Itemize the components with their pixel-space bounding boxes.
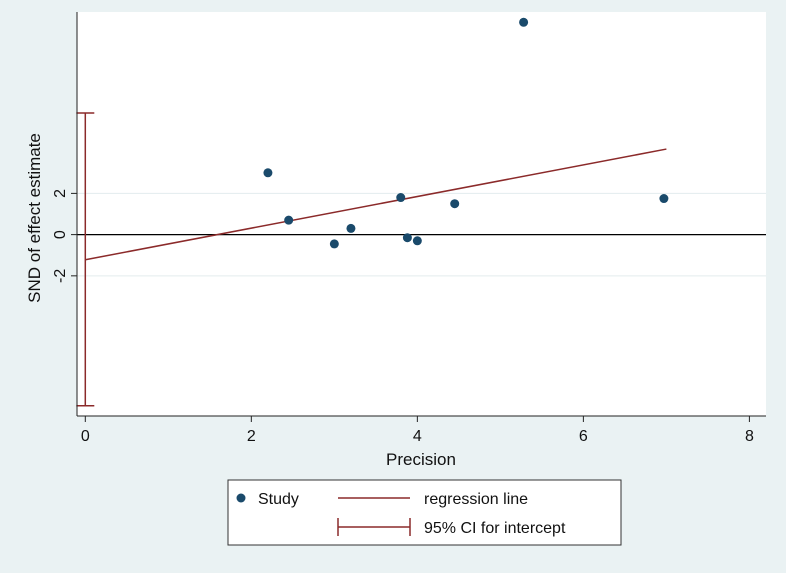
study-point-9 [519, 17, 529, 27]
study-point-7 [412, 236, 422, 246]
study-point-10 [659, 194, 669, 204]
regression [85, 148, 667, 261]
x-tick-label-2: 2 [247, 428, 256, 445]
legend-regression-label: regression line [424, 491, 528, 508]
legend: Study regression line 95% CI for interce… [227, 479, 622, 546]
y-tick-label--2: -2 [52, 269, 69, 283]
legend-study-label: Study [258, 491, 299, 508]
y-tick-label-0: 0 [52, 230, 69, 239]
y-tick-label-2: 2 [52, 189, 69, 198]
intercept-ci [76, 112, 95, 407]
legend-box [227, 479, 622, 546]
study-point-2 [284, 215, 294, 225]
study-points [263, 17, 669, 249]
legend-ci-label: 95% CI for intercept [424, 520, 566, 537]
x-tick-label-0: 0 [81, 428, 90, 445]
axes [76, 12, 766, 417]
x-tick-label-8: 8 [745, 428, 754, 445]
legend-study-marker [236, 493, 246, 503]
study-point-5 [396, 193, 406, 203]
y-ticks: -2 0 2 [52, 189, 77, 283]
regression-line [85, 148, 667, 261]
study-point-8 [450, 199, 460, 209]
plot-area [77, 12, 766, 416]
study-point-6 [402, 233, 412, 243]
x-ticks: 0 2 4 6 8 [81, 416, 754, 445]
study-point-1 [263, 168, 273, 178]
study-point-3 [329, 239, 339, 249]
y-axis-title: SND of effect estimate [25, 133, 44, 303]
study-point-4 [346, 223, 356, 233]
x-axis-title: Precision [386, 450, 456, 469]
x-tick-label-4: 4 [413, 428, 422, 445]
x-tick-label-6: 6 [579, 428, 588, 445]
